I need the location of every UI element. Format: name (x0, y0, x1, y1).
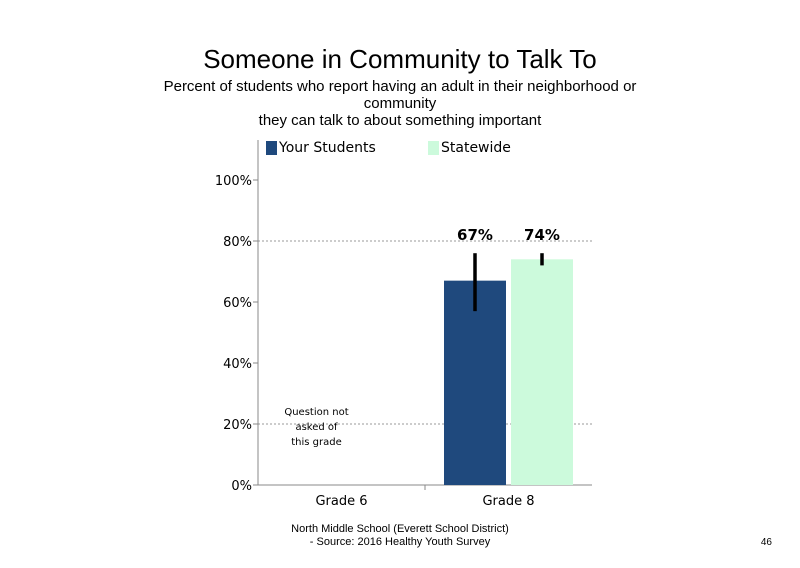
y-tick-label: 0% (231, 479, 252, 494)
data-label: 67% (457, 226, 493, 244)
legend-label-your-students: Your Students (279, 140, 376, 156)
y-tick-label: 100% (215, 174, 252, 189)
subtitle-line: community (363, 95, 437, 112)
y-tick-label: 40% (223, 357, 252, 372)
footer-line: - Source: 2016 Healthy Youth Survey (309, 536, 491, 548)
legend-swatch-your-students (266, 141, 277, 155)
legend-swatch-statewide (428, 141, 439, 155)
chart-title: Someone in Community to Talk To (203, 44, 597, 74)
legend-item-your-students: Your Students (266, 139, 376, 157)
y-tick-label: 20% (223, 418, 252, 433)
bar (511, 259, 573, 485)
x-tick-label: Grade 6 (315, 494, 367, 509)
bar (444, 280, 506, 485)
source-footer: North Middle School (Everett School Dist… (250, 523, 550, 549)
chart-subtitle: Percent of students who report having an… (130, 78, 670, 129)
annotation-text: Question not (284, 407, 348, 418)
page-number: 46 (760, 537, 772, 548)
annotation-text: this grade (291, 437, 342, 448)
y-tick-label: 60% (223, 296, 252, 311)
legend-label-statewide: Statewide (441, 140, 511, 156)
y-tick-label: 80% (223, 235, 252, 250)
subtitle-line: Percent of students who report having an… (163, 78, 637, 95)
bar-chart: 0% 20% 40% 60% 80% 100% Grade 6 Grade 8 67% 74% Qu… (215, 140, 592, 509)
legend-item-statewide: Statewide (428, 139, 511, 157)
footer-line: North Middle School (Everett School Dist… (291, 523, 509, 535)
subtitle-line: they can talk to about something importa… (258, 112, 542, 129)
x-tick-label: Grade 8 (482, 494, 534, 509)
annotation-text: asked of (295, 422, 338, 433)
data-label: 74% (524, 226, 560, 244)
